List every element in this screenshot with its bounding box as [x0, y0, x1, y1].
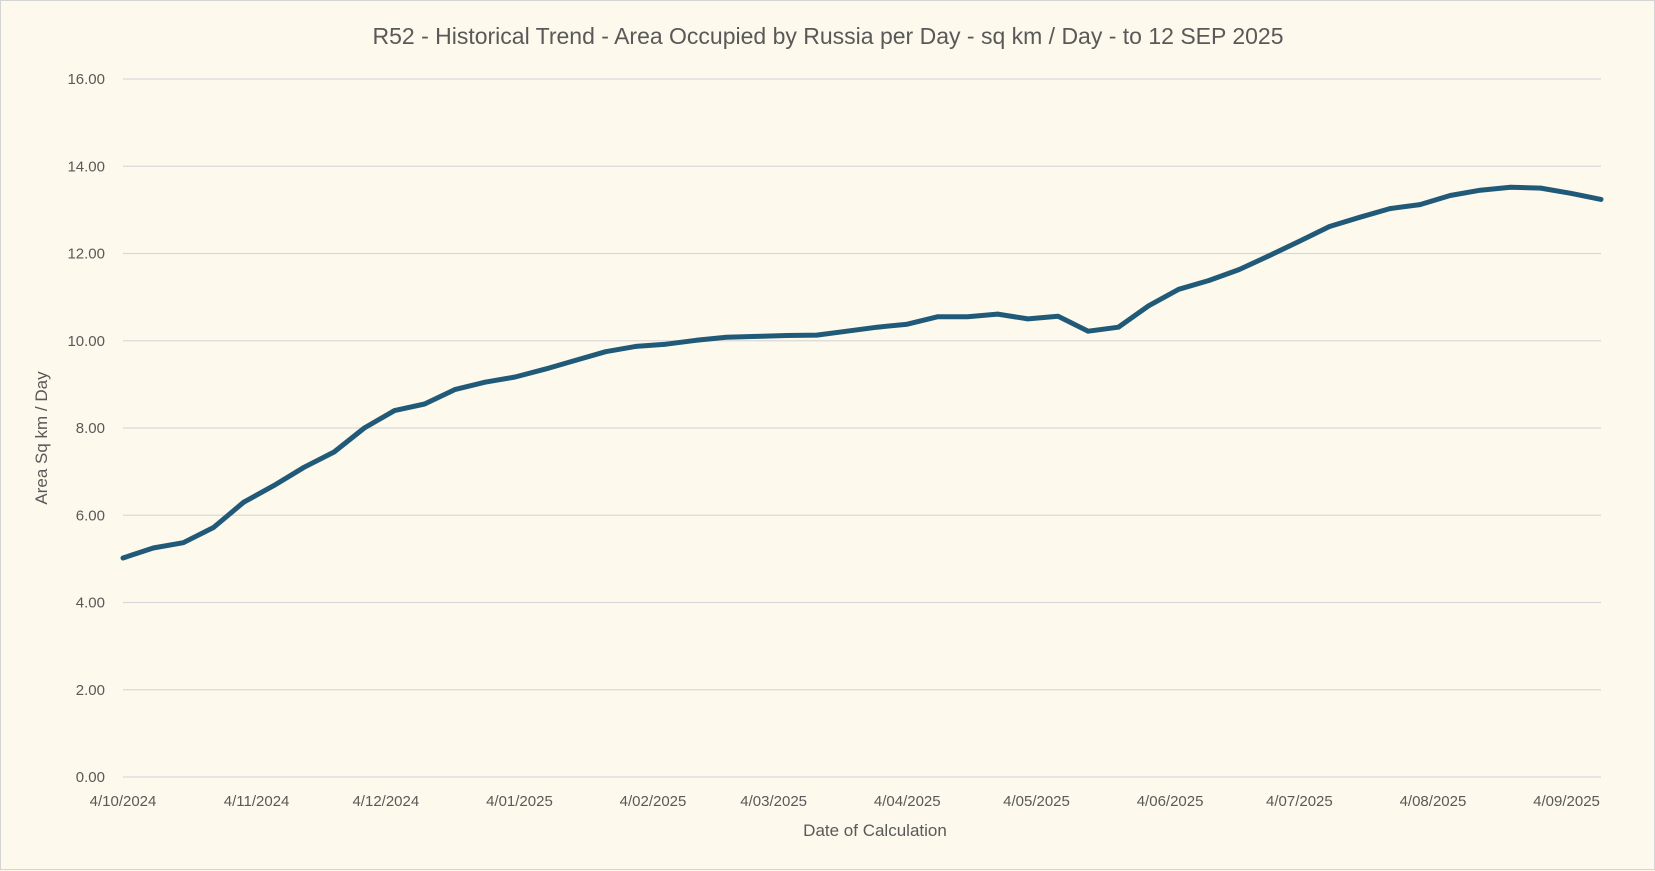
- data-point: [150, 545, 156, 551]
- data-point: [1357, 215, 1362, 220]
- y-tick-label: 12.00: [67, 246, 105, 263]
- x-axis-title: Date of Calculation: [803, 821, 947, 840]
- data-point: [452, 387, 458, 392]
- x-tick-label: 4/01/2025: [486, 793, 553, 810]
- data-point: [1568, 191, 1574, 196]
- series-points: [120, 184, 1604, 561]
- x-tick-label: 4/09/2025: [1533, 793, 1600, 810]
- data-point: [120, 555, 126, 561]
- data-point: [784, 333, 789, 338]
- x-tick-label: 4/03/2025: [740, 793, 807, 810]
- x-tick-label: 4/02/2025: [620, 793, 687, 810]
- data-point: [965, 314, 970, 320]
- data-point: [301, 465, 307, 470]
- y-tick-label: 4.00: [76, 595, 105, 612]
- data-point: [1478, 187, 1483, 193]
- data-point: [814, 332, 820, 338]
- data-point: [1508, 184, 1513, 190]
- x-tick-label: 4/07/2025: [1266, 793, 1333, 810]
- data-point: [1085, 328, 1091, 334]
- data-point: [241, 499, 246, 505]
- x-axis-tick-labels: 4/10/2024 4/11/2024 4/12/2024 4/01/2025 4/02…: [90, 793, 1600, 810]
- data-point: [181, 540, 186, 545]
- y-tick-label: 8.00: [76, 420, 105, 437]
- y-tick-label: 2.00: [76, 682, 105, 699]
- data-point: [331, 449, 337, 455]
- data-point: [633, 344, 639, 349]
- data-point: [362, 425, 367, 431]
- data-point: [211, 525, 216, 530]
- data-point: [1387, 206, 1393, 211]
- data-point: [1176, 287, 1181, 292]
- data-point: [1206, 278, 1212, 283]
- data-point: [1025, 316, 1031, 322]
- series-line: [120, 184, 1604, 561]
- y-axis-tick-labels: 0.00 2.00 4.00 6.00 8.00 10.00 12.00 14.00 16.00: [67, 71, 105, 786]
- data-point: [543, 366, 548, 372]
- data-point: [904, 321, 910, 327]
- x-tick-label: 4/11/2024: [224, 793, 290, 810]
- data-point: [1598, 197, 1604, 202]
- data-point: [1146, 303, 1151, 309]
- data-point: [754, 334, 759, 339]
- x-tick-label: 4/08/2025: [1400, 793, 1467, 810]
- data-point: [422, 401, 427, 407]
- data-point: [1327, 224, 1332, 229]
- data-point: [603, 349, 608, 355]
- gridlines: [123, 78, 1601, 778]
- data-point: [1417, 202, 1423, 207]
- x-tick-label: 4/04/2025: [874, 793, 941, 810]
- data-point: [663, 341, 669, 347]
- data-point: [874, 324, 880, 330]
- data-point: [1447, 193, 1453, 198]
- data-point: [935, 314, 940, 320]
- data-point: [512, 374, 518, 380]
- y-tick-label: 16.00: [67, 71, 105, 88]
- y-tick-label: 14.00: [67, 158, 105, 175]
- data-point: [724, 335, 729, 340]
- data-point: [1055, 314, 1061, 319]
- data-point: [1236, 267, 1242, 272]
- data-point: [844, 328, 850, 334]
- data-point: [482, 379, 488, 385]
- data-point: [1116, 324, 1121, 330]
- data-point: [271, 483, 277, 488]
- data-point: [392, 408, 397, 413]
- y-tick-label: 10.00: [67, 333, 105, 350]
- chart-title: R52 - Historical Trend - Area Occupied b…: [372, 23, 1283, 49]
- y-tick-label: 0.00: [76, 769, 105, 786]
- data-point: [1266, 253, 1272, 258]
- x-tick-label: 4/06/2025: [1137, 793, 1204, 810]
- x-tick-label: 4/10/2024: [90, 793, 157, 810]
- y-tick-label: 6.00: [76, 507, 105, 524]
- data-point: [1297, 239, 1302, 244]
- data-point: [693, 338, 699, 343]
- data-point: [573, 358, 578, 363]
- data-point: [995, 311, 1000, 317]
- x-tick-label: 4/05/2025: [1003, 793, 1070, 810]
- x-tick-label: 4/12/2024: [352, 793, 419, 810]
- y-axis-title: Area Sq km / Day: [32, 371, 51, 505]
- data-point: [1538, 185, 1543, 191]
